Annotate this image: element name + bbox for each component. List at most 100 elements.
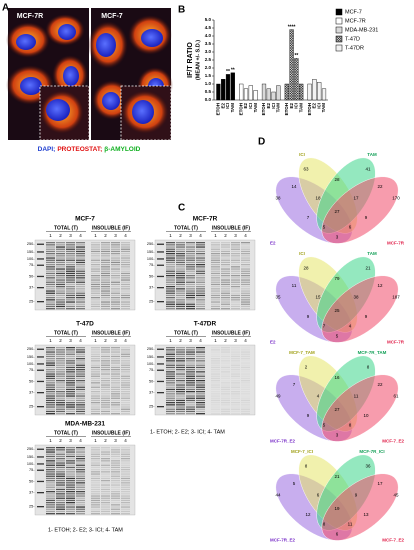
gel-band	[241, 308, 250, 310]
gel-band	[196, 281, 205, 283]
gel-band	[66, 250, 75, 253]
gel-band	[56, 299, 65, 301]
gel-band	[211, 290, 220, 292]
gel-band	[196, 388, 205, 391]
lane-label: 1	[49, 338, 52, 343]
gel-band	[121, 248, 130, 250]
gel-band	[91, 277, 100, 279]
gel-band	[196, 268, 205, 270]
gel-band	[211, 360, 220, 362]
gel-band	[76, 261, 85, 264]
gel-band	[76, 242, 85, 244]
gel-band	[56, 275, 65, 277]
gel-band	[101, 491, 110, 493]
gel-band	[231, 261, 240, 264]
gel-band	[176, 377, 185, 380]
gel-band	[176, 413, 185, 415]
gel-band	[166, 288, 175, 290]
gel-band	[121, 373, 130, 375]
legend-label: MDA-MB-231	[345, 27, 378, 33]
gel-band	[111, 477, 120, 480]
gel-band	[241, 395, 250, 396]
gel-band	[56, 248, 65, 250]
lane-label: 3	[189, 338, 192, 343]
marker-label: 100-	[27, 462, 35, 466]
bar	[266, 88, 271, 101]
gel-band	[231, 294, 240, 297]
gel-band	[231, 366, 240, 369]
lane-label: 1	[94, 438, 97, 443]
gel-band	[56, 395, 65, 397]
gel-band	[196, 246, 205, 248]
gel-band	[241, 242, 250, 244]
gel-band	[186, 246, 195, 248]
gel-band	[56, 362, 65, 364]
gel-band	[186, 391, 195, 393]
gel-band	[176, 299, 185, 301]
gel-band	[101, 281, 110, 283]
gel-band	[211, 364, 220, 366]
gel-band	[91, 301, 100, 303]
gel-band	[91, 484, 100, 486]
gel-band	[46, 471, 55, 473]
gel-band	[121, 360, 130, 362]
gel-band	[76, 388, 85, 391]
gel-band	[91, 480, 100, 482]
gel-band	[166, 399, 175, 402]
venn-count: 27	[335, 209, 341, 214]
gel-band	[66, 462, 75, 464]
gel-band	[121, 308, 130, 310]
gel-band	[46, 497, 55, 499]
gel-band	[121, 475, 130, 477]
gel-band	[66, 297, 75, 299]
gel-band	[196, 270, 205, 272]
gel-band	[166, 366, 175, 369]
gel-band	[231, 386, 240, 388]
gel-band	[66, 264, 75, 266]
gel-band	[166, 369, 175, 371]
gel-band	[101, 453, 110, 455]
gel-band	[46, 246, 55, 248]
gel-band	[166, 410, 175, 413]
gel-band	[211, 277, 220, 279]
gel-band	[66, 484, 75, 486]
gel-band	[221, 402, 230, 404]
gel-band	[186, 259, 195, 261]
gel-band	[241, 266, 250, 268]
gel-band	[176, 305, 185, 308]
gel-band	[66, 453, 75, 455]
gel-band	[231, 277, 240, 279]
gel-band	[66, 477, 75, 480]
gel-band	[211, 354, 220, 355]
gel-band	[176, 253, 185, 255]
gel-band	[66, 303, 75, 305]
gel-band	[101, 305, 110, 308]
gel-band	[111, 473, 120, 475]
marker-label: 37-	[29, 391, 35, 395]
gel-band	[111, 495, 120, 497]
gel-band	[46, 272, 55, 275]
gel-band	[186, 404, 195, 406]
venn-count: 49	[276, 394, 282, 399]
gel-band	[111, 506, 120, 508]
x-tick-label: ETOH	[307, 103, 312, 115]
gel-band	[186, 375, 195, 377]
gel-band	[241, 255, 250, 257]
gel-band	[166, 397, 175, 399]
gel-band	[186, 308, 195, 310]
gel-band	[91, 384, 100, 386]
x-tick-label: TAM	[253, 103, 258, 113]
gel-band	[76, 259, 85, 261]
gel-group: TOTAL (T)	[174, 225, 198, 231]
gel-band	[231, 270, 240, 272]
gel-band	[66, 410, 75, 413]
ladder-band	[157, 275, 164, 278]
marker-label: 75-	[29, 368, 35, 372]
gel-band	[166, 277, 175, 279]
gel-band	[111, 508, 120, 510]
gel-band	[46, 384, 55, 386]
gel-band	[66, 502, 75, 504]
gel-band	[101, 386, 110, 388]
ladder-band	[157, 369, 164, 371]
gel-band	[196, 410, 205, 413]
